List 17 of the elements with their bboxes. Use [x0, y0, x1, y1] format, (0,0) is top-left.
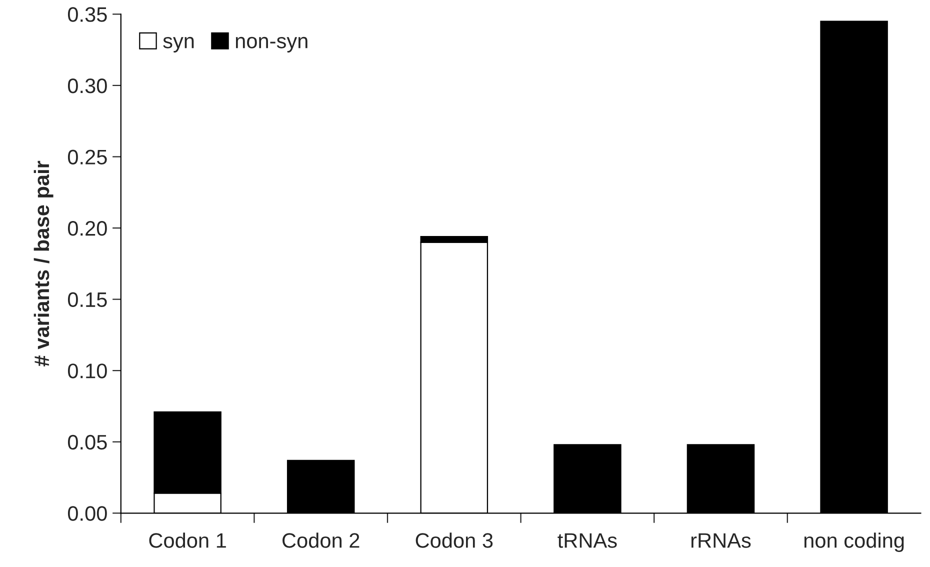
x-tick-label: non coding: [804, 532, 904, 552]
y-tick-label: 0.20: [68, 221, 107, 236]
y-tick-label: 0.15: [68, 292, 107, 308]
x-tick-label: Codon 2: [282, 532, 360, 548]
x-tick-label: Codon 1: [149, 532, 226, 548]
y-axis-title: # variants / base pair: [34, 160, 54, 366]
x-tick-label: rRNAs: [691, 533, 751, 548]
x-tick-label: tRNAs: [558, 533, 617, 548]
y-tick-label: 0.30: [68, 78, 107, 94]
y-tick-label: 0.00: [68, 506, 107, 521]
legend-label: non-syn: [236, 36, 308, 52]
y-tick-label: 0.35: [68, 7, 107, 22]
y-tick-label: 0.05: [68, 434, 107, 450]
y-tick-label: 0.25: [68, 150, 107, 164]
legend-label: syn: [163, 36, 194, 52]
y-tick-label: 0.10: [68, 364, 107, 378]
x-tick-label: Codon 3: [416, 532, 493, 548]
